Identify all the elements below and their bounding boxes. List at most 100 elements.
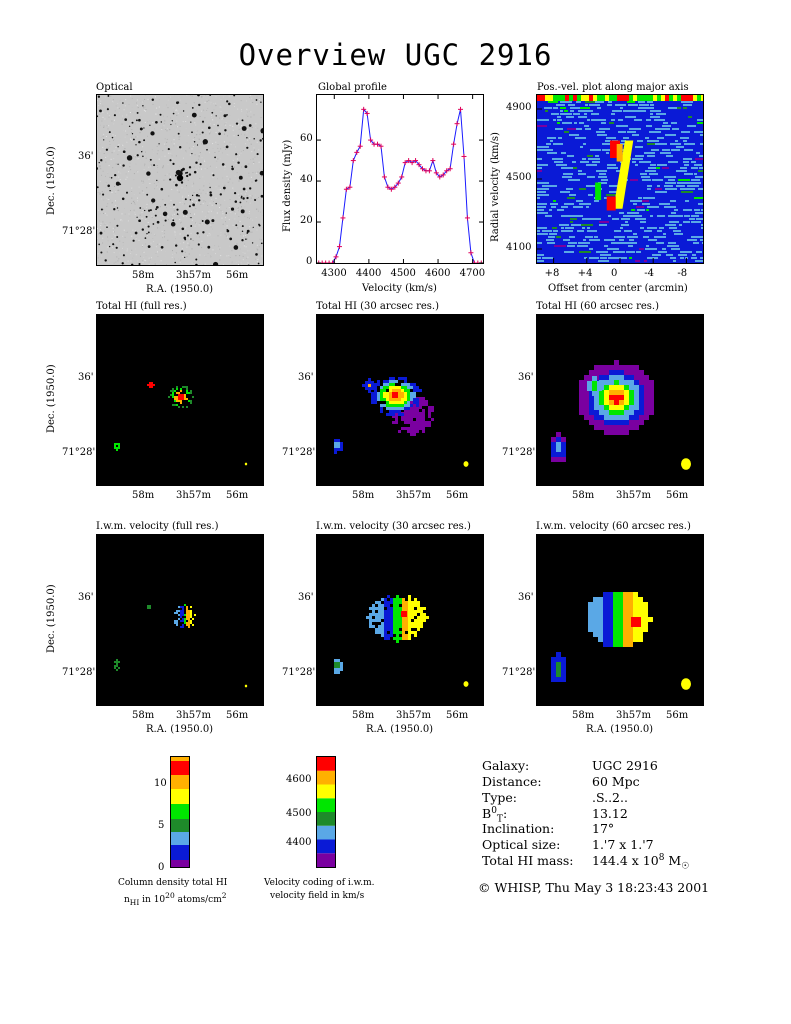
optical-noise — [179, 166, 181, 168]
optical-noise — [175, 123, 177, 125]
vel-30-satellite — [334, 671, 337, 674]
vel-60-galaxy — [588, 612, 593, 617]
optical-noise — [205, 216, 206, 218]
optical-noise — [133, 209, 135, 211]
optical-noise — [145, 224, 147, 226]
pv-noise-cell — [628, 245, 633, 247]
vel-30-galaxy — [408, 601, 411, 604]
optical-noise — [226, 175, 228, 177]
profile-point — [375, 141, 381, 147]
pv-noise-cell — [635, 218, 646, 220]
optical-noise — [140, 160, 142, 162]
optical-noise — [258, 238, 260, 240]
hi-30-halo — [416, 427, 419, 430]
optical-noise — [206, 100, 208, 102]
hi-60-galaxy — [619, 370, 624, 375]
optical-noise — [205, 201, 207, 203]
optical-noise — [260, 239, 262, 241]
pv-noise-cell — [631, 209, 635, 211]
vel-30-galaxy — [411, 610, 414, 613]
optical-noise — [245, 257, 247, 259]
optical-noise — [165, 129, 167, 130]
hi-full-galaxy — [176, 404, 178, 406]
pv-noise-cell — [593, 218, 601, 220]
hi-30-halo — [404, 415, 407, 418]
optical-noise — [246, 195, 248, 197]
cbar2-swatch — [317, 839, 335, 854]
hi-full-galaxy — [176, 398, 178, 400]
optical-noise — [249, 195, 251, 197]
pv-noise-cell — [537, 182, 549, 184]
optical-noise — [100, 124, 102, 126]
optical-noise — [109, 144, 111, 145]
pv-noise-cell — [692, 254, 696, 256]
pv-noise-cell — [667, 245, 679, 247]
pv-edge-cell — [685, 95, 689, 101]
pv-edge-cell — [545, 95, 549, 101]
optical-noise — [170, 165, 172, 167]
pv-noise-cell — [640, 227, 644, 229]
optical-noise — [253, 149, 255, 151]
hi-30-satellite — [340, 448, 343, 451]
optical-noise — [210, 224, 212, 226]
optical-noise — [213, 119, 215, 121]
optical-noise — [113, 139, 114, 141]
optical-noise — [99, 192, 101, 194]
optical-noise — [162, 150, 164, 152]
optical-noise — [245, 183, 247, 185]
vel-60-galaxy — [593, 632, 598, 637]
pv-noise-cell — [602, 143, 614, 145]
hi-60-galaxy — [619, 405, 624, 410]
optical-noise — [209, 218, 211, 220]
optical-noise — [126, 141, 127, 143]
vel-60-galaxy — [628, 592, 633, 597]
pv-noise-cell — [642, 203, 650, 205]
optical-noise — [132, 204, 134, 205]
optical-noise — [214, 110, 216, 112]
pv-noise-cell — [687, 239, 697, 241]
vel-60-galaxy — [613, 617, 618, 622]
pv-noise-cell — [587, 227, 590, 229]
optical-noise — [150, 164, 152, 166]
optical-star — [158, 143, 160, 145]
optical-noise — [254, 148, 256, 150]
optical-noise — [222, 211, 223, 213]
optical-noise — [236, 262, 237, 264]
optical-star — [190, 216, 192, 219]
vel-30-galaxy — [378, 610, 381, 613]
optical-star — [241, 230, 244, 232]
optical-noise — [140, 261, 142, 263]
optical-star — [172, 219, 175, 222]
optical-star — [139, 207, 142, 209]
pv-noise-cell — [597, 134, 607, 136]
pv-noise-cell — [695, 212, 703, 214]
optical-noise — [226, 255, 228, 257]
vel-30-satellite — [334, 659, 337, 662]
optical-noise — [222, 177, 224, 179]
vel-full-galaxy — [182, 614, 184, 616]
hi-60-galaxy — [604, 375, 609, 380]
hi-full-galaxy — [192, 396, 194, 398]
hi-30-galaxy — [380, 389, 383, 392]
hi-60-satellite — [556, 457, 561, 462]
optical-noise — [251, 97, 253, 99]
optical-noise — [247, 250, 249, 252]
vel-30-galaxy — [414, 613, 417, 616]
hi-full-galaxy — [186, 390, 188, 392]
optical-noise — [181, 204, 183, 206]
ra-tick-56m-r3b: 56m — [446, 710, 469, 721]
profile-point — [368, 137, 374, 143]
hi-30-halo — [419, 427, 422, 430]
pv-noise-cell — [600, 257, 607, 259]
optical-noise — [126, 248, 128, 250]
optical-noise — [197, 155, 199, 157]
optical-noise — [161, 230, 163, 232]
pv-noise-cell — [566, 188, 573, 190]
optical-noise — [210, 139, 212, 141]
hi-30-halo — [428, 412, 431, 415]
hi-60-galaxy — [609, 400, 614, 405]
optical-star — [177, 132, 180, 135]
optical-noise — [201, 223, 203, 225]
optical-noise — [174, 258, 175, 260]
vel-30-galaxy — [381, 613, 384, 616]
